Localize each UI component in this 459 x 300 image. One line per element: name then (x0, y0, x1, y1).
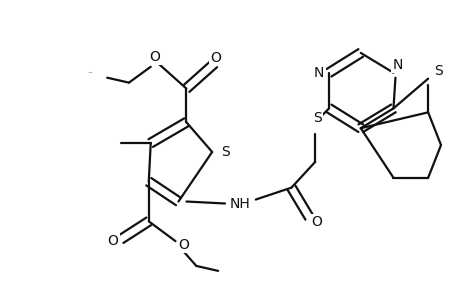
Text: O: O (311, 215, 322, 229)
Text: S: S (220, 145, 229, 159)
Text: methyl: methyl (89, 72, 94, 73)
Text: O: O (210, 51, 221, 65)
Text: O: O (107, 234, 118, 248)
Text: O: O (178, 238, 189, 252)
Text: S: S (433, 64, 442, 78)
Text: methyl: methyl (89, 74, 94, 75)
Text: N: N (313, 66, 324, 80)
Text: O: O (149, 50, 160, 64)
Text: N: N (392, 58, 402, 72)
Text: S: S (312, 111, 321, 125)
Text: NH: NH (229, 196, 250, 211)
